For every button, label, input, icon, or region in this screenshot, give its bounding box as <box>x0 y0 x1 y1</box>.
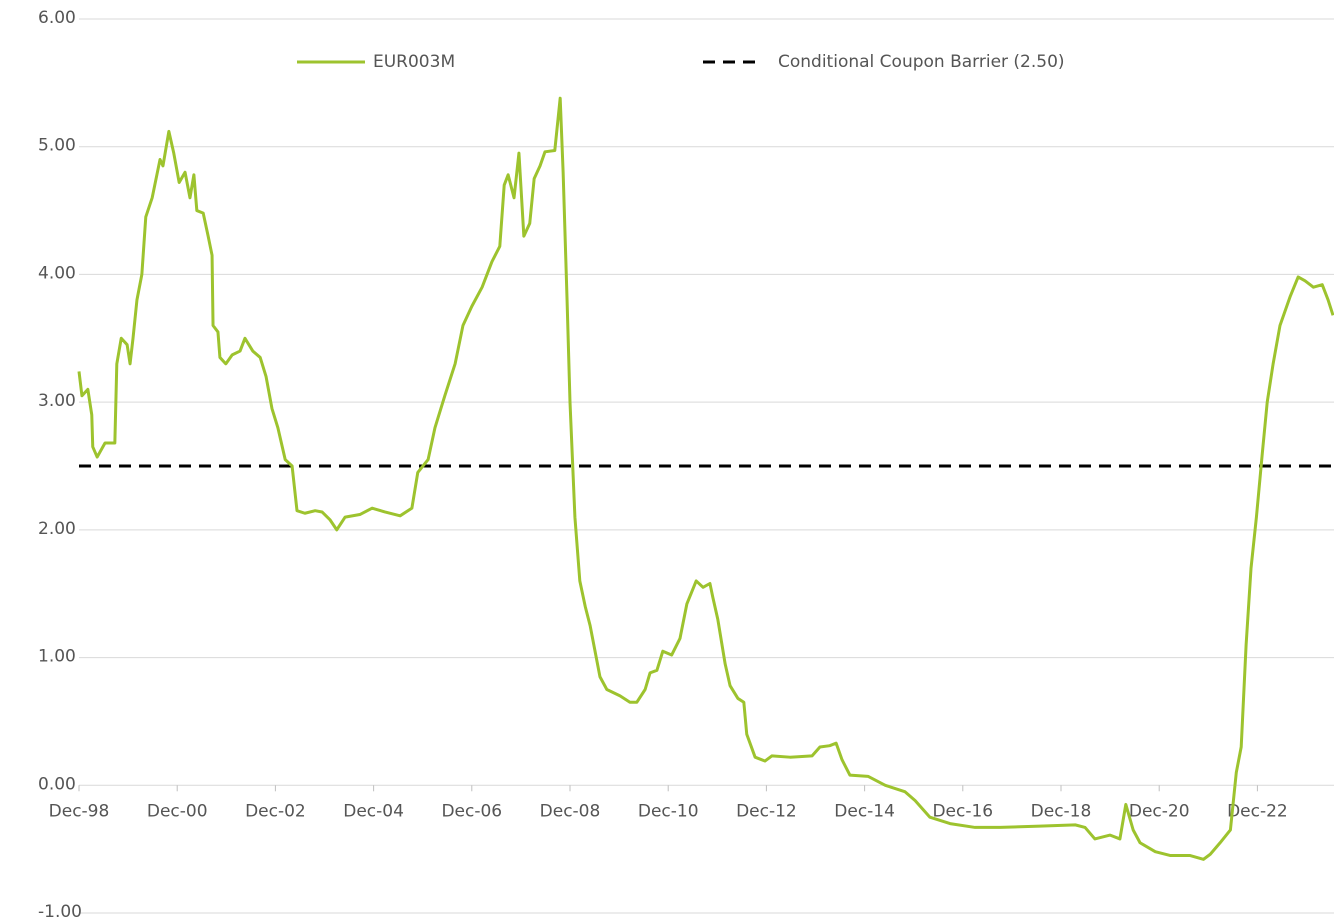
x-tick-label: Dec-22 <box>1227 801 1288 821</box>
x-tick-label: Dec-02 <box>245 801 306 821</box>
x-tick-label: Dec-98 <box>49 801 110 821</box>
y-tick-label: 1.00 <box>38 647 76 667</box>
legend-label: EUR003M <box>373 52 455 72</box>
y-tick-label: -1.00 <box>38 902 82 921</box>
x-tick-label: Dec-18 <box>1031 801 1092 821</box>
y-tick-label: 0.00 <box>38 774 76 794</box>
x-tick-label: Dec-08 <box>540 801 601 821</box>
x-tick-label: Dec-14 <box>834 801 895 821</box>
y-tick-label: 6.00 <box>38 8 76 28</box>
y-tick-label: 3.00 <box>38 391 76 411</box>
y-tick-label: 5.00 <box>38 136 76 156</box>
x-tick-label: Dec-00 <box>147 801 208 821</box>
x-tick-label: Dec-16 <box>932 801 993 821</box>
x-tick-label: Dec-20 <box>1129 801 1190 821</box>
y-tick-label: 2.00 <box>38 519 76 539</box>
legend-label: Conditional Coupon Barrier (2.50) <box>778 52 1065 72</box>
x-tick-label: Dec-12 <box>736 801 797 821</box>
x-tick-label: Dec-10 <box>638 801 699 821</box>
x-tick-label: Dec-06 <box>441 801 502 821</box>
y-tick-label: 4.00 <box>38 263 76 283</box>
series-line <box>77 96 1334 861</box>
x-tick-label: Dec-04 <box>343 801 404 821</box>
